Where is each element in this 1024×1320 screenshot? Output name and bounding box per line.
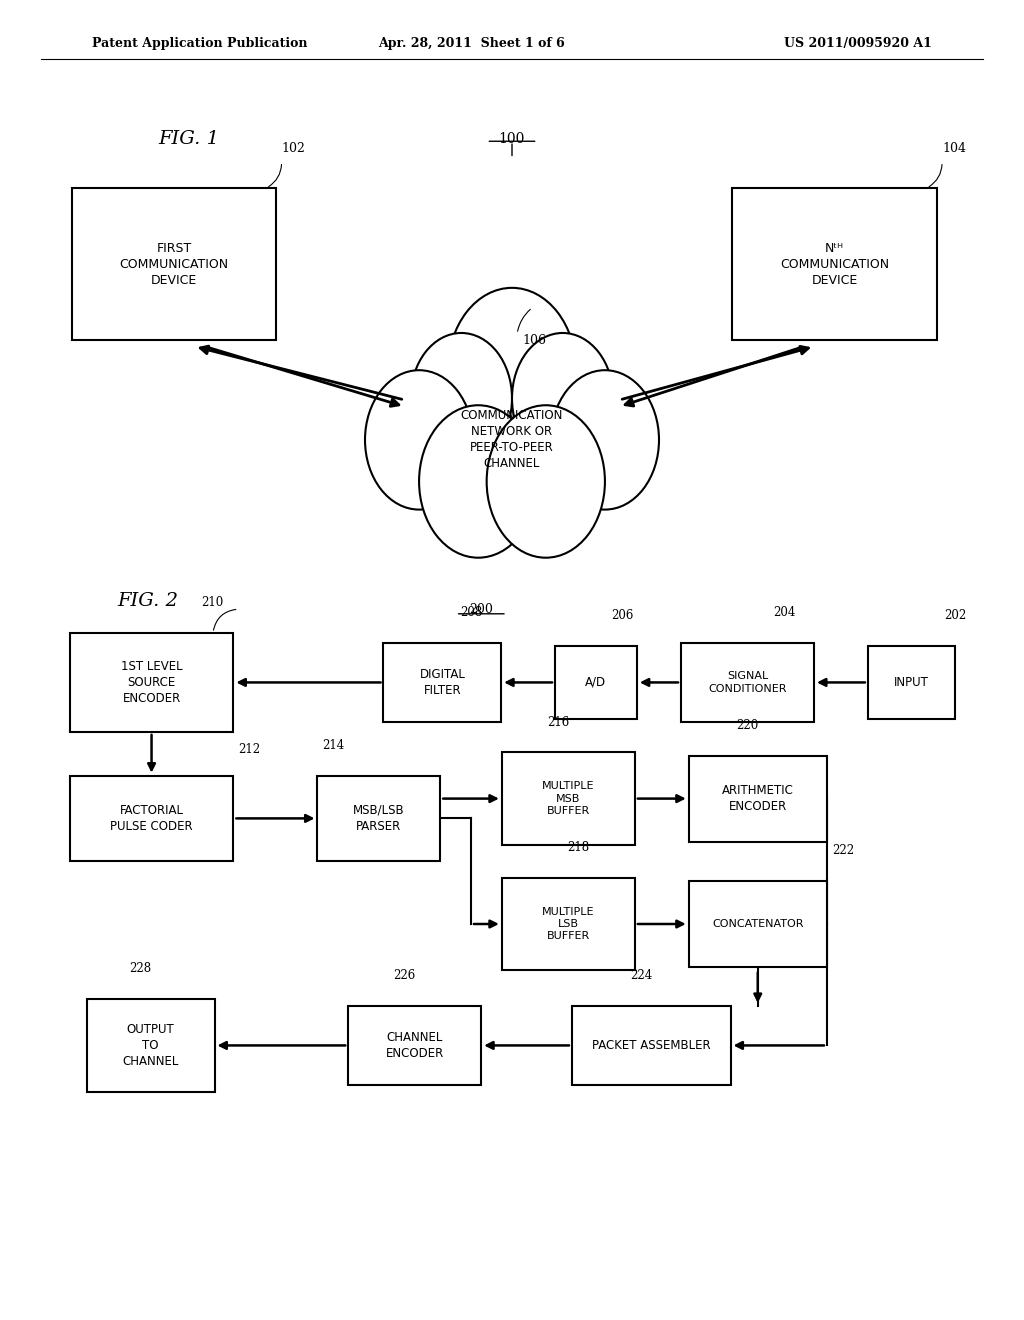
Circle shape — [419, 405, 538, 557]
Text: 1ST LEVEL
SOURCE
ENCODER: 1ST LEVEL SOURCE ENCODER — [121, 660, 182, 705]
Circle shape — [365, 370, 473, 510]
Circle shape — [486, 405, 605, 557]
Text: 204: 204 — [773, 606, 796, 619]
Text: DIGITAL
FILTER: DIGITAL FILTER — [420, 668, 465, 697]
FancyBboxPatch shape — [348, 1006, 481, 1085]
Text: 212: 212 — [239, 743, 261, 755]
Text: 104: 104 — [942, 143, 966, 154]
Text: FACTORIAL
PULSE CODER: FACTORIAL PULSE CODER — [111, 804, 193, 833]
Text: 208: 208 — [461, 606, 482, 619]
FancyBboxPatch shape — [502, 752, 635, 845]
Text: 102: 102 — [282, 143, 305, 154]
Text: 206: 206 — [611, 610, 634, 623]
FancyBboxPatch shape — [555, 647, 637, 718]
Text: OUTPUT
TO
CHANNEL: OUTPUT TO CHANNEL — [122, 1023, 179, 1068]
Text: ARITHMETIC
ENCODER: ARITHMETIC ENCODER — [722, 784, 794, 813]
Text: 100: 100 — [499, 132, 525, 145]
Text: Apr. 28, 2011  Sheet 1 of 6: Apr. 28, 2011 Sheet 1 of 6 — [378, 37, 564, 50]
FancyBboxPatch shape — [868, 647, 954, 718]
Text: 106: 106 — [522, 334, 546, 347]
FancyBboxPatch shape — [383, 643, 502, 722]
FancyBboxPatch shape — [688, 755, 827, 842]
Text: Nᵗᴴ
COMMUNICATION
DEVICE: Nᵗᴴ COMMUNICATION DEVICE — [780, 242, 889, 286]
FancyBboxPatch shape — [688, 882, 827, 966]
Text: INPUT: INPUT — [894, 676, 929, 689]
Text: 202: 202 — [944, 610, 967, 623]
FancyBboxPatch shape — [317, 776, 440, 861]
Text: 200: 200 — [469, 603, 494, 616]
Text: 224: 224 — [630, 969, 652, 982]
Text: CONCATENATOR: CONCATENATOR — [712, 919, 804, 929]
Text: 222: 222 — [831, 845, 854, 858]
Circle shape — [411, 333, 512, 463]
FancyBboxPatch shape — [502, 878, 635, 970]
Circle shape — [551, 370, 659, 510]
Text: COMMUNICATION
NETWORK OR
PEER-TO-PEER
CHANNEL: COMMUNICATION NETWORK OR PEER-TO-PEER CH… — [461, 409, 563, 470]
Text: A/D: A/D — [586, 676, 606, 689]
Text: MULTIPLE
LSB
BUFFER: MULTIPLE LSB BUFFER — [542, 907, 595, 941]
FancyBboxPatch shape — [70, 634, 233, 731]
Circle shape — [512, 333, 613, 463]
FancyBboxPatch shape — [732, 187, 937, 339]
Text: 214: 214 — [323, 739, 345, 752]
Text: FIG. 2: FIG. 2 — [118, 591, 179, 610]
Text: 218: 218 — [567, 841, 590, 854]
Text: US 2011/0095920 A1: US 2011/0095920 A1 — [784, 37, 932, 50]
Text: FIG. 1: FIG. 1 — [159, 129, 220, 148]
Text: MULTIPLE
MSB
BUFFER: MULTIPLE MSB BUFFER — [542, 781, 595, 816]
Circle shape — [447, 288, 577, 453]
Text: PACKET ASSEMBLER: PACKET ASSEMBLER — [592, 1039, 711, 1052]
FancyBboxPatch shape — [70, 776, 233, 861]
FancyBboxPatch shape — [571, 1006, 731, 1085]
Text: 210: 210 — [201, 597, 223, 610]
Text: CHANNEL
ENCODER: CHANNEL ENCODER — [386, 1031, 443, 1060]
Text: FIRST
COMMUNICATION
DEVICE: FIRST COMMUNICATION DEVICE — [120, 242, 228, 286]
Text: Patent Application Publication: Patent Application Publication — [92, 37, 307, 50]
Text: 216: 216 — [547, 715, 569, 729]
FancyBboxPatch shape — [86, 999, 215, 1092]
FancyBboxPatch shape — [72, 187, 276, 339]
Text: 220: 220 — [736, 719, 759, 731]
Text: MSB/LSB
PARSER: MSB/LSB PARSER — [353, 804, 404, 833]
FancyBboxPatch shape — [681, 643, 814, 722]
Text: 226: 226 — [393, 969, 416, 982]
Text: 228: 228 — [129, 962, 152, 975]
Text: SIGNAL
CONDITIONER: SIGNAL CONDITIONER — [709, 672, 786, 693]
